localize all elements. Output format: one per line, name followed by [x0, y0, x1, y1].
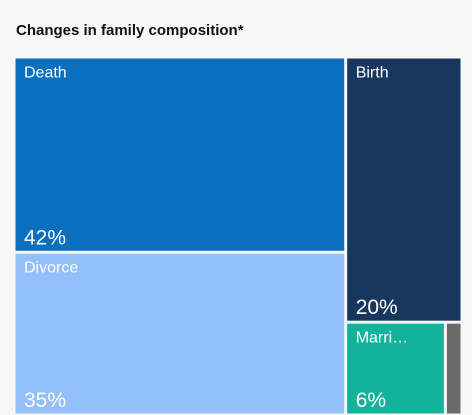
- value-label: 20%: [356, 296, 398, 319]
- tile-label: Marri…: [356, 330, 408, 347]
- tile: [347, 58, 461, 321]
- chart-title: Changes in family composition*: [16, 22, 244, 39]
- tile: [446, 323, 461, 414]
- value-label: 35%: [24, 389, 66, 412]
- tile-label: Divorce: [24, 260, 78, 277]
- tile: [347, 323, 444, 414]
- tile-label: Death: [24, 64, 67, 81]
- value-label: 42%: [24, 226, 66, 249]
- tile: [15, 58, 345, 251]
- tile-label: Birth: [356, 64, 389, 81]
- value-label: 6%: [356, 389, 386, 412]
- tile: [15, 253, 345, 414]
